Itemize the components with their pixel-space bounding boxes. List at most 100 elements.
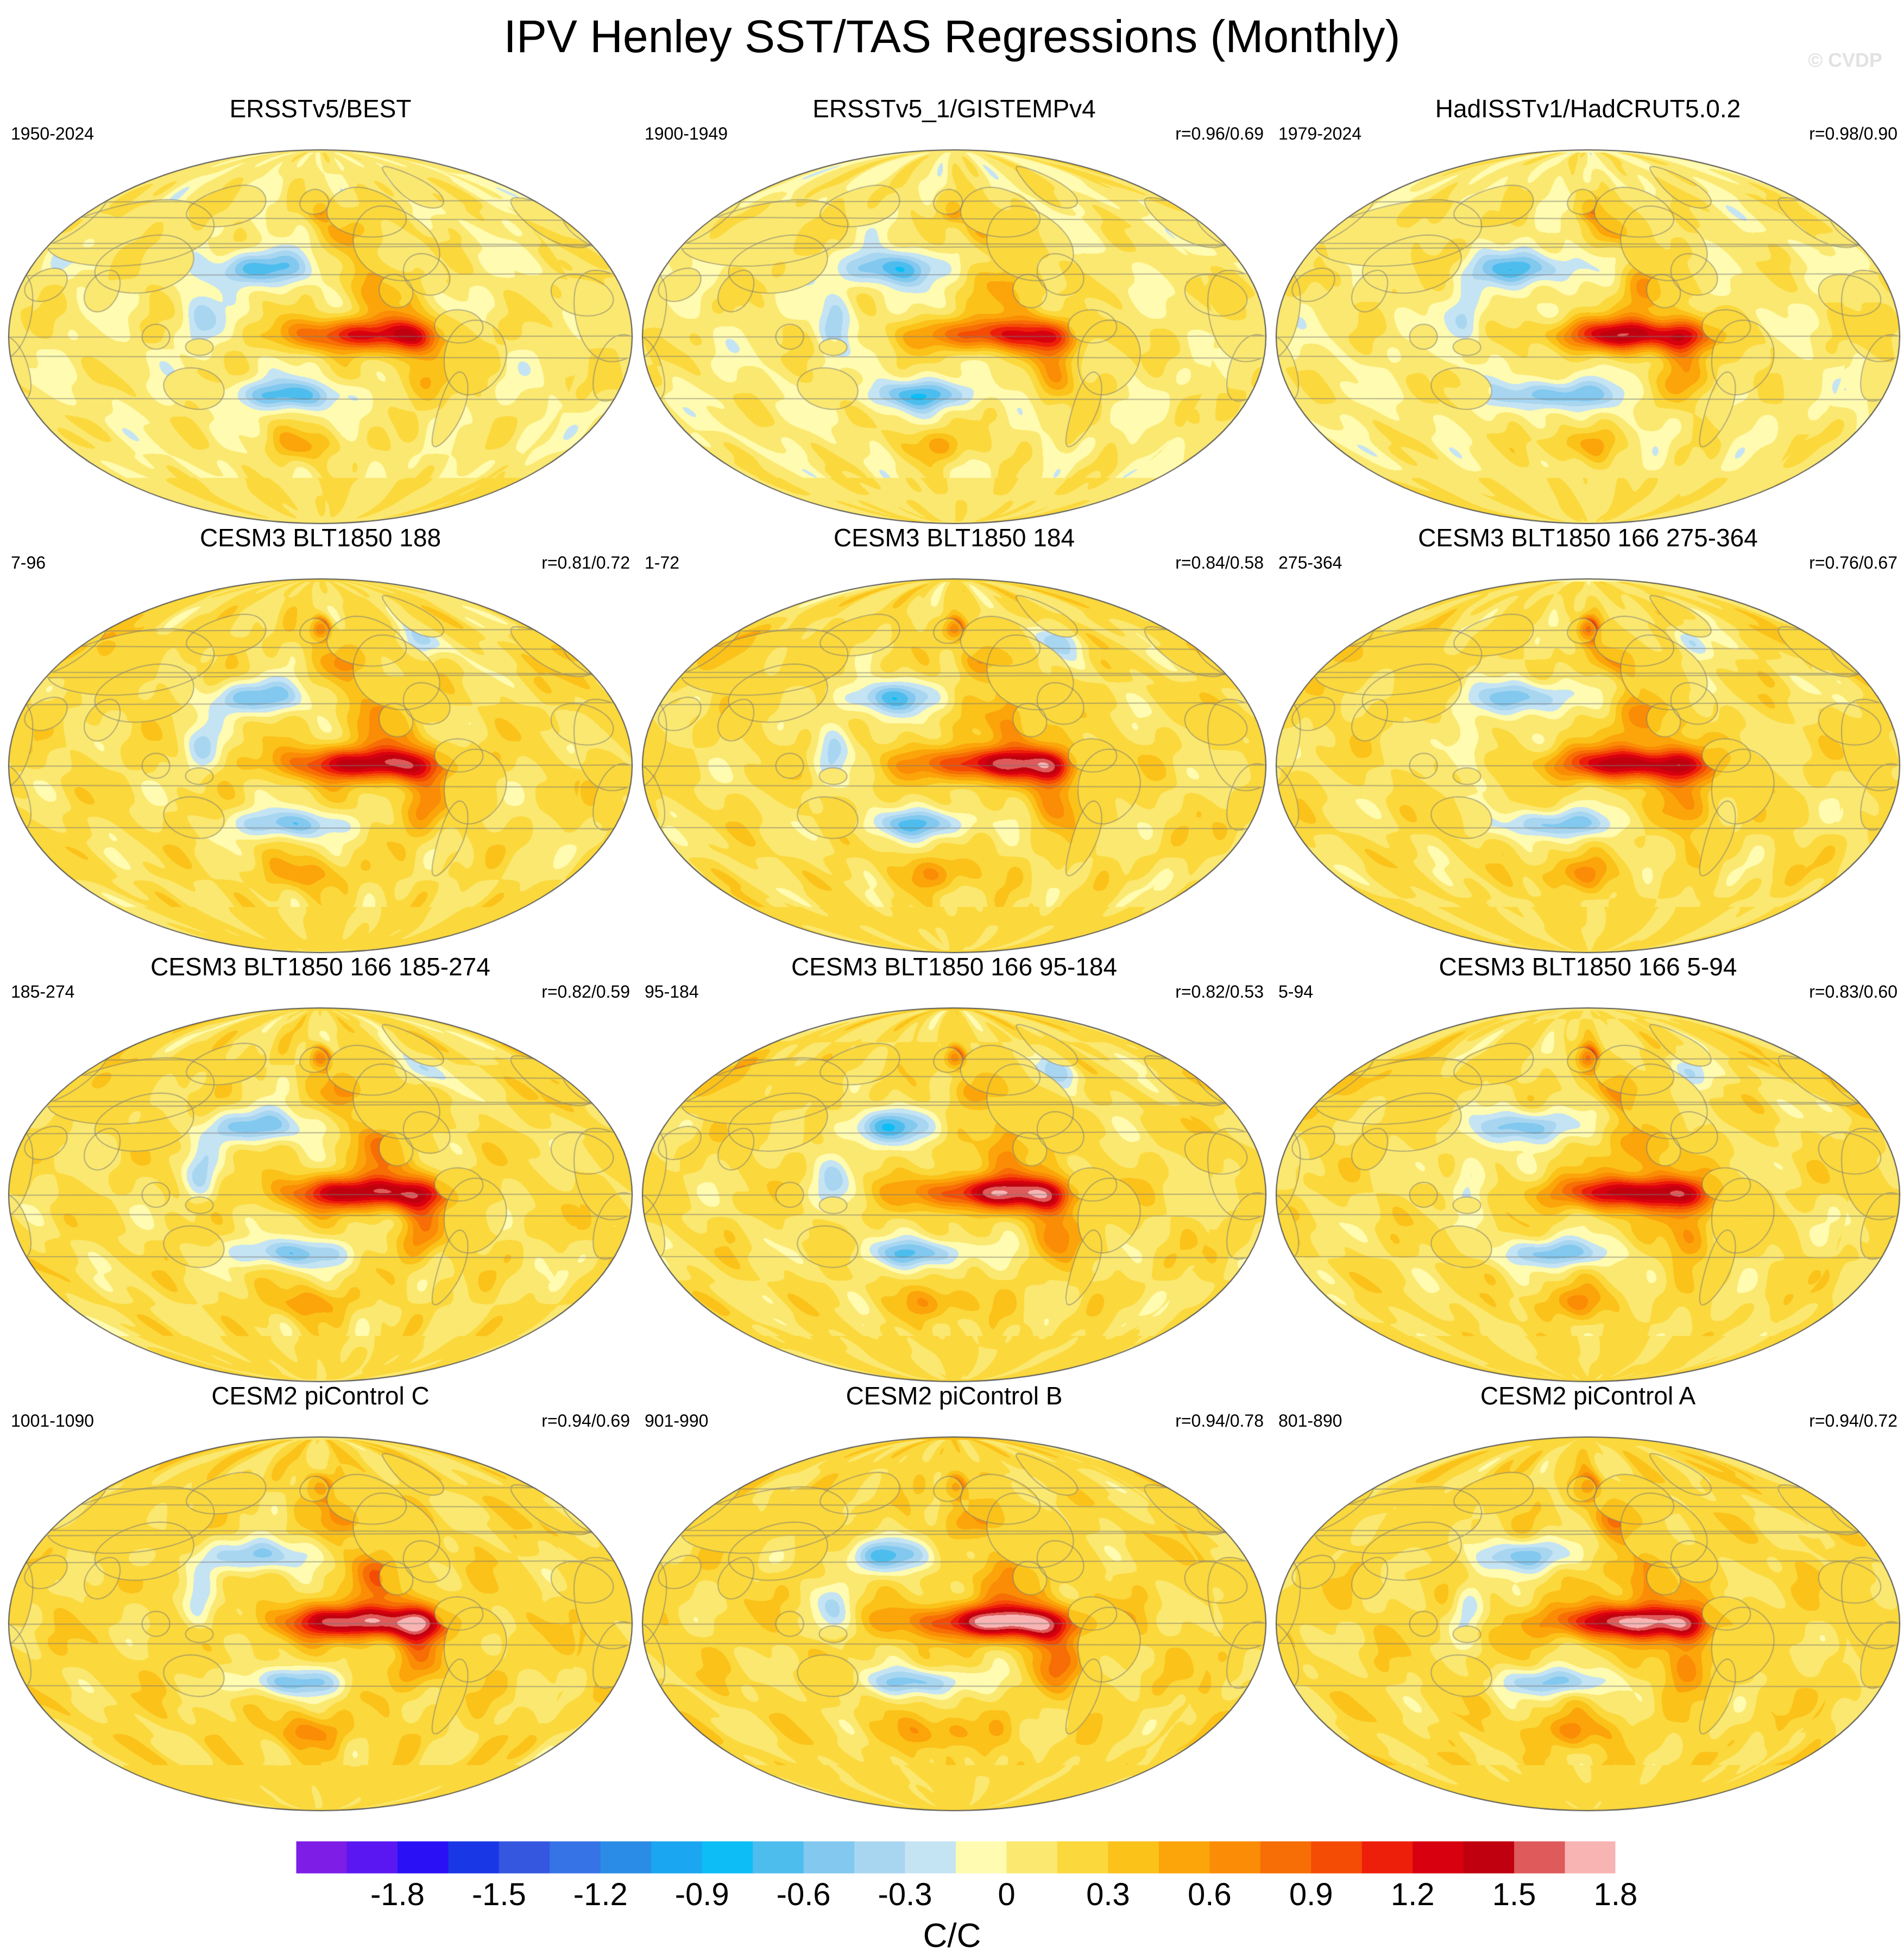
- panel-correlation: r=0.82/0.53: [1175, 982, 1264, 1001]
- map-panel: CESM3 BLT1850 166 185-274 185-274 r=0.82/0…: [5, 950, 635, 1385]
- map-panel: CESM3 BLT1850 166 5-94 5-94 r=0.83/0.60: [1273, 950, 1903, 1385]
- panel-correlation: r=0.81/0.72: [541, 553, 630, 572]
- colorbar-swatch: [1361, 1841, 1413, 1874]
- regression-map: [5, 147, 635, 527]
- colorbar-outline: [295, 1841, 1616, 1874]
- panel-period: 1001-1090: [11, 1411, 94, 1430]
- colorbar-tick-label: -1.5: [472, 1877, 526, 1912]
- copyright-watermark: © CVDP: [1808, 49, 1882, 71]
- panel-period: 275-364: [1278, 553, 1342, 572]
- colorbar-swatch: [1413, 1841, 1464, 1874]
- panel-title: CESM3 BLT1850 166 275-364: [1418, 524, 1758, 552]
- regression-map: [639, 147, 1269, 527]
- panel-correlation: r=0.82/0.59: [541, 982, 630, 1001]
- map-panel: CESM3 BLT1850 188 7-96 r=0.81/0.72: [5, 521, 635, 956]
- colorbar-tick-label: 1.8: [1594, 1877, 1638, 1912]
- map-panel: CESM3 BLT1850 166 275-364 275-364 r=0.76/0…: [1273, 521, 1903, 956]
- panel-period: 1900-1949: [645, 124, 728, 143]
- panel-period: 7-96: [11, 553, 46, 572]
- panel-title: CESM3 BLT1850 188: [199, 524, 442, 552]
- colorbar-swatch: [1108, 1841, 1159, 1874]
- colorbar-swatch: [1463, 1841, 1515, 1874]
- colorbar-swatch: [803, 1841, 855, 1874]
- panel-correlation: r=0.84/0.58: [1175, 553, 1264, 572]
- colorbar-swatch: [1209, 1841, 1261, 1874]
- colorbar-swatch: [1565, 1841, 1616, 1874]
- regression-map: [1273, 1005, 1903, 1385]
- colorbar-swatch: [702, 1841, 753, 1874]
- panel-title: CESM2 piControl B: [846, 1382, 1063, 1410]
- regression-map: [639, 1434, 1269, 1814]
- panel-correlation: r=0.94/0.78: [1175, 1411, 1264, 1430]
- regression-map: [1273, 576, 1903, 956]
- colorbar-tick-label: 0: [998, 1877, 1015, 1912]
- panel-period: 185-274: [11, 982, 75, 1001]
- map-panel: CESM2 piControl B 901-990 r=0.94/0.78: [639, 1379, 1269, 1814]
- colorbar-tick-label: 0.3: [1086, 1877, 1130, 1912]
- map-panel: HadISSTv1/HadCRUT5.0.2 1979-2024 r=0.98/0.…: [1273, 92, 1903, 527]
- colorbar-tick-label: -0.3: [878, 1877, 932, 1912]
- colorbar-swatch: [1260, 1841, 1312, 1874]
- colorbar-swatch: [956, 1841, 1007, 1874]
- panel-title: CESM2 piControl A: [1480, 1382, 1696, 1410]
- colorbar-tick-label: 0.6: [1188, 1877, 1232, 1912]
- colorbar-tick-label: -1.2: [573, 1877, 628, 1912]
- colorbar-tick-label: -1.8: [370, 1877, 425, 1912]
- panel-correlation: r=0.98/0.90: [1809, 124, 1897, 143]
- colorbar-swatch: [397, 1841, 449, 1874]
- regression-map: [1273, 147, 1903, 527]
- panel-correlation: r=0.94/0.69: [541, 1411, 630, 1430]
- colorbar-unit-label: C/C: [923, 1917, 981, 1955]
- colorbar-swatch: [1514, 1841, 1566, 1874]
- panel-period: 901-990: [645, 1411, 709, 1430]
- colorbar-swatch: [600, 1841, 652, 1874]
- colorbar-swatch: [1006, 1841, 1058, 1874]
- map-panel: CESM3 BLT1850 184 1-72 r=0.84/0.58: [639, 521, 1269, 956]
- map-panel: ERSSTv5_1/GISTEMPv4 1900-1949 r=0.96/0.69: [639, 92, 1269, 527]
- panel-period: 5-94: [1278, 982, 1314, 1001]
- colorbar-swatch: [296, 1841, 347, 1874]
- panel-period: 801-890: [1278, 1411, 1342, 1430]
- map-panel: CESM2 piControl A 801-890 r=0.94/0.72: [1273, 1379, 1903, 1814]
- panel-period: 1950-2024: [11, 124, 94, 143]
- panel-correlation: r=0.96/0.69: [1175, 124, 1264, 143]
- panel-period: 95-184: [645, 982, 699, 1001]
- colorbar: -1.8 -1.5 -1.2 -0.9 -0.6 -0.3 0 0.3 0.6 0.9 1.2 1.5…: [0, 1836, 1904, 1960]
- colorbar-tick-label: 1.2: [1391, 1877, 1435, 1912]
- colorbar-scale: -1.8 -1.5 -1.2 -0.9 -0.6 -0.3 0 0.3 0.6 0.9 1.2 1.5…: [295, 1841, 1638, 1912]
- colorbar-swatch: [448, 1841, 500, 1874]
- panel-title: CESM3 BLT1850 166 5-94: [1439, 953, 1737, 981]
- colorbar-swatch: [905, 1841, 956, 1874]
- colorbar-swatch: [651, 1841, 703, 1874]
- panel-correlation: r=0.94/0.72: [1809, 1411, 1897, 1430]
- map-panel: CESM3 BLT1850 166 95-184 95-184 r=0.82/0.5…: [639, 950, 1269, 1385]
- regression-map: [1273, 1434, 1903, 1814]
- colorbar-swatch: [550, 1841, 601, 1874]
- map-panel: CESM2 piControl C 1001-1090 r=0.94/0.69: [5, 1379, 635, 1814]
- panel-title: CESM3 BLT1850 166 185-274: [150, 953, 490, 981]
- colorbar-swatch: [499, 1841, 550, 1874]
- colorbar-swatch: [1057, 1841, 1108, 1874]
- regression-map: [5, 1434, 635, 1814]
- colorbar-swatch: [753, 1841, 804, 1874]
- panel-period: 1-72: [645, 553, 680, 572]
- colorbar-swatch: [1311, 1841, 1363, 1874]
- colorbar-swatch: [1158, 1841, 1210, 1874]
- map-panel: ERSSTv5/BEST 1950-2024: [5, 92, 635, 527]
- colorbar-tick-label: -0.9: [675, 1877, 729, 1912]
- regression-map: [5, 1005, 635, 1385]
- regression-map: [639, 1005, 1269, 1385]
- panel-period: 1979-2024: [1278, 124, 1362, 143]
- panel-title: CESM3 BLT1850 184: [833, 524, 1075, 552]
- panel-title: CESM3 BLT1850 166 95-184: [791, 953, 1118, 981]
- regression-map: [5, 576, 635, 956]
- colorbar-tick-label: 1.5: [1492, 1877, 1536, 1912]
- panel-correlation: r=0.83/0.60: [1809, 982, 1897, 1001]
- colorbar-swatch: [854, 1841, 906, 1874]
- colorbar-tick-label: -0.6: [777, 1877, 831, 1912]
- colorbar-swatch: [346, 1841, 398, 1874]
- panel-title: HadISSTv1/HadCRUT5.0.2: [1435, 94, 1741, 123]
- regression-map: [639, 576, 1269, 956]
- panel-title: ERSSTv5_1/GISTEMPv4: [812, 94, 1096, 123]
- panel-correlation: r=0.76/0.67: [1809, 553, 1897, 572]
